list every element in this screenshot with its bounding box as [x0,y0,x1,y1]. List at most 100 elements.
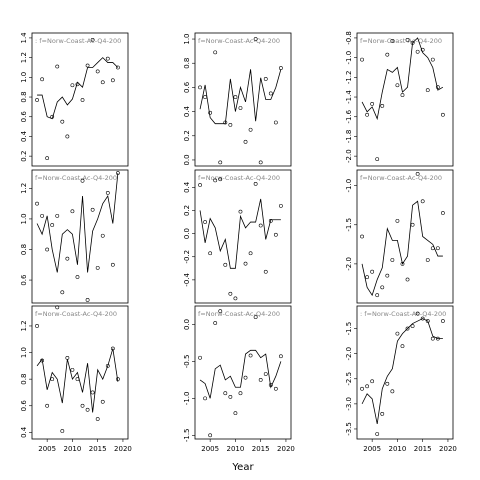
trend-line [37,57,119,120]
point [243,139,248,144]
point [110,262,115,267]
point [35,98,39,102]
y-tick-label: -1.0 [345,179,353,193]
panel: : f=Norw-Coast-Ac-Q4-200 0.2 0.4 0.6 0.8 1.0 1… [20,32,129,167]
point [405,37,410,42]
panel-title: : f=Norw-Coast-Ac-Q4-200 [35,37,121,45]
point [85,407,90,412]
point [263,372,268,376]
y-tick-label: 0.0 [183,319,191,330]
y-tick-label: -1.0 [183,392,191,406]
x-tick-label: 2005 [38,445,56,453]
panel-frame [31,305,129,440]
point [203,220,208,224]
trend-line [361,318,443,425]
y-tick-label: 0.4 [20,426,28,438]
point [273,232,278,237]
point [375,432,380,436]
point [70,209,75,214]
point [60,119,65,124]
point [85,298,90,302]
point [253,181,258,186]
y-tick-label: -2.0 [345,347,353,361]
panel-title: f=Norw-Coast-Ac-Q4-200 [360,174,442,182]
point [360,57,364,62]
point [115,65,120,70]
y-tick-label: 1.2 [20,52,28,63]
point [440,319,445,323]
point [375,157,380,162]
point [425,88,430,93]
point [85,63,90,68]
point [248,251,253,256]
trend-line [199,198,281,269]
panel-title: f=Norw-Coast-Ac-Q4-200 [360,37,442,45]
point [238,209,243,214]
point [400,344,405,349]
y-tick-label: -1.5 [345,218,353,232]
point [198,183,202,187]
point [395,218,400,223]
y-tick-label: -1.6 [345,109,353,123]
point [440,211,445,215]
point [105,191,110,195]
point [198,85,202,90]
y-tick-label: 0.2 [183,205,191,216]
trend-line [361,37,444,121]
point [263,77,268,81]
y-tick-label: 0.6 [20,111,28,123]
point [238,391,243,396]
point [60,290,65,295]
y-tick-label: -2.5 [345,372,353,386]
point [203,95,208,99]
panel: f=Norw-Coast-Ac-Q4-200 0.0 0.2 0.4 0.6 0.8 1.0 [183,32,292,167]
point [370,379,375,384]
x-tick-label: 2020 [439,445,457,453]
point [380,412,385,416]
point [263,269,268,274]
point [420,199,425,204]
point [45,247,50,252]
point [40,77,45,82]
trend-line [361,200,443,297]
y-tick-label: 1.0 [20,213,28,224]
point [243,375,248,380]
point [365,275,370,280]
y-tick-label: 0.8 [20,244,28,255]
point [105,56,110,61]
y-tick-label: 0.4 [183,105,191,117]
point [90,207,95,212]
panel-frame [194,305,292,440]
y-tick-label: -1.5 [183,428,191,442]
panel-frame [31,169,129,304]
x-axis-label: Year [231,462,254,473]
y-tick-label: 0.8 [20,91,28,102]
point [233,95,238,99]
point [55,213,60,218]
point [50,223,55,227]
y-tick-label: 1.4 [20,32,28,44]
x-tick-label: 2005 [201,445,219,453]
point [228,122,233,127]
point [253,315,258,319]
point [60,429,65,433]
point [425,258,430,262]
point [360,386,364,391]
point [80,403,85,408]
point [278,203,283,208]
panel-title: f=Norw-Coast-Ac-Q4-200 [198,37,280,45]
x-tick-label: 2020 [277,445,295,453]
panel-title: f=Norw-Coast-Ac-Q4-200 [198,310,280,318]
point [410,222,415,227]
point [208,110,213,115]
point [400,93,405,97]
point [248,353,253,358]
panel: f=Norw-Coast-Ac-Q4-200 0.6 0.8 1.0 1.2 [20,169,129,304]
panel-frame [356,305,454,440]
point [213,178,218,183]
x-tick-label: 2010 [389,445,407,453]
y-tick-label: -0.4 [183,273,191,287]
point [70,83,75,88]
